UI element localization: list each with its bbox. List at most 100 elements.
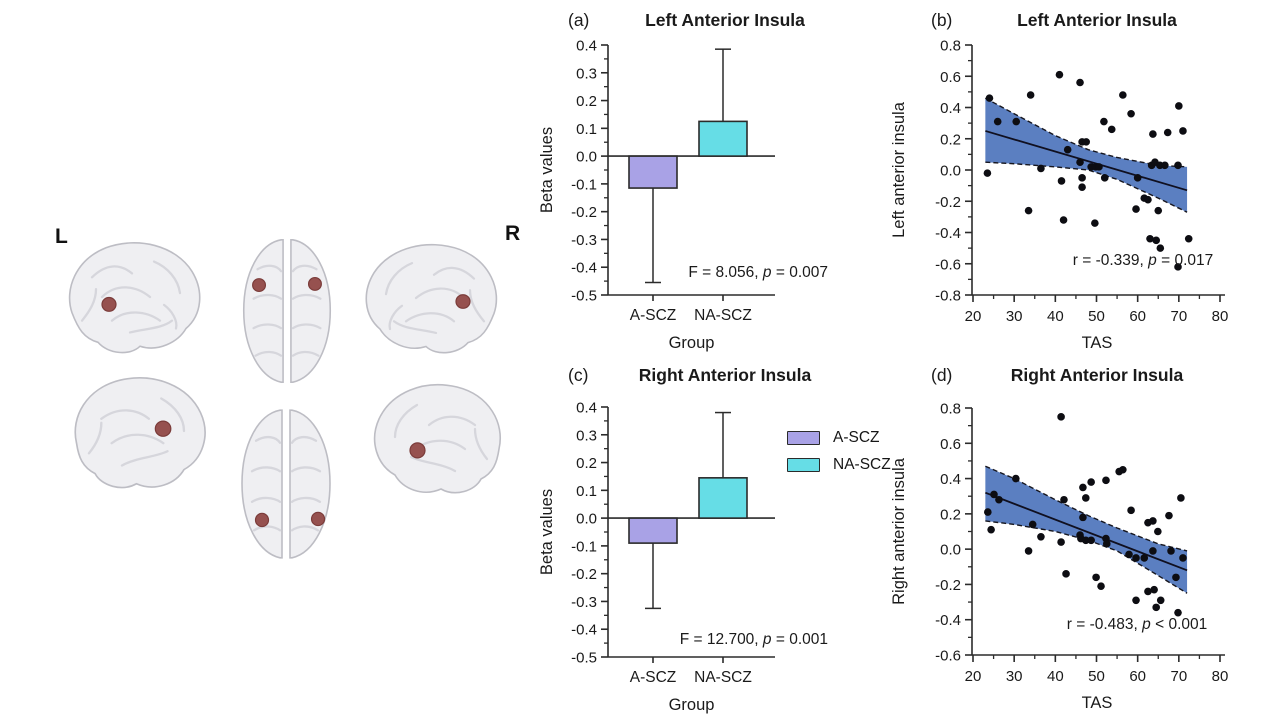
- x-category-label: NA-SCZ: [694, 307, 752, 324]
- scatter-point: [1161, 161, 1169, 170]
- y-tick-label: 0.0: [576, 149, 597, 166]
- scatter-chart-b: (b) Left Anterior Insula 0.8 0.6 0.4 0.2 0.0 -0…: [890, 10, 1229, 352]
- brain-surface: [74, 377, 206, 489]
- y-tick-label: -0.6: [935, 256, 961, 273]
- brain-axial-bottom: [241, 409, 331, 559]
- y-tick-label: -0.6: [935, 648, 961, 665]
- brain-lateral-right-bottom: [373, 383, 501, 494]
- x-axis-label: Group: [669, 334, 715, 352]
- brain-surface: [68, 242, 201, 354]
- scatter-point: [1026, 91, 1035, 99]
- y-tick-label: 0.2: [576, 93, 597, 110]
- x-tick-label: 30: [1006, 668, 1023, 685]
- y-axis-label: Beta values: [538, 489, 556, 575]
- y-tick-label: -0.5: [571, 288, 597, 305]
- x-tick-label: 20: [965, 668, 982, 685]
- scatter-chart-d: (d) Right Anterior Insula 0.8 0.6 0.4 0.2 0.0 -…: [890, 365, 1229, 712]
- chart-title: Right Anterior Insula: [639, 365, 812, 385]
- y-tick-label: 0.4: [940, 100, 961, 117]
- scatter-point: [1076, 78, 1084, 87]
- brain-sulcus: [291, 350, 320, 357]
- legend-label: NA-SCZ: [833, 456, 891, 473]
- scatter-point: [1012, 474, 1020, 483]
- x-tick-label: 30: [1006, 308, 1023, 325]
- scatter-point: [1079, 513, 1087, 522]
- scatter-point: [1102, 540, 1111, 548]
- scatter-point: [1095, 163, 1103, 171]
- scatter-point: [1140, 554, 1149, 562]
- scatter-point: [1100, 117, 1108, 126]
- scatter-point: [1057, 177, 1066, 185]
- roi-marker-dot: [410, 443, 425, 458]
- scatter-point: [1127, 109, 1135, 118]
- brain-lateral-left-top: [68, 242, 201, 354]
- stats-text: F = 12.700, p = 0.001: [680, 631, 828, 648]
- scatter-point: [1172, 573, 1180, 582]
- x-tick-label: 50: [1088, 668, 1105, 685]
- scatter-point: [1012, 117, 1021, 126]
- x-category-label: A-SCZ: [630, 669, 677, 686]
- x-category-label: NA-SCZ: [694, 669, 752, 686]
- bar-chart-a: (a) Left Anterior Insula 0.4 0.3 0.2 0.1 0.0 -0…: [538, 10, 828, 352]
- y-tick-label: -0.4: [571, 622, 597, 639]
- panel-letter-d: (d): [931, 365, 952, 385]
- roi-marker-dot: [312, 512, 325, 525]
- scatter-point: [1125, 550, 1133, 559]
- brain-sulcus: [256, 264, 283, 273]
- brain-lateral-right-top: [365, 243, 498, 354]
- scatter-point: [1060, 495, 1068, 504]
- brain-sulcus: [152, 260, 182, 295]
- y-tick-label: 0.4: [576, 38, 597, 55]
- brain-surface: [241, 409, 331, 559]
- scatter-point: [1156, 244, 1165, 252]
- brain-sulcus: [290, 466, 322, 473]
- brain-sulcus: [392, 320, 438, 335]
- y-tick-label: 0.6: [940, 69, 961, 86]
- brain-sulcus: [473, 427, 489, 461]
- chart-title: Right Anterior Insula: [1011, 365, 1184, 385]
- x-tick-label: 70: [1170, 668, 1187, 685]
- scatter-point: [1149, 517, 1157, 525]
- x-tick-label: 80: [1212, 668, 1229, 685]
- y-tick-label: -0.2: [935, 577, 961, 594]
- brain-outline: [242, 239, 284, 383]
- bar-na-scz: [698, 120, 748, 157]
- scatter-point: [1097, 582, 1105, 590]
- x-tick-label: 80: [1212, 308, 1229, 325]
- brain-sulcus: [250, 496, 282, 503]
- scatter-point: [1149, 547, 1157, 555]
- scatter-point: [1063, 145, 1072, 154]
- brain-surface: [365, 243, 498, 354]
- scatter-point: [1028, 520, 1037, 529]
- scatter-point: [1037, 532, 1045, 541]
- scatter-point: [1163, 128, 1172, 137]
- bar-na-scz: [698, 477, 748, 519]
- scatter-point: [984, 508, 992, 516]
- scatter-point: [1184, 234, 1193, 243]
- brain-surface: [373, 383, 501, 494]
- regression-line: [985, 491, 1188, 572]
- scatter-point: [995, 495, 1003, 504]
- y-tick-label: 0.6: [940, 436, 961, 453]
- scatter-point: [1078, 174, 1086, 182]
- scatter-point: [1174, 608, 1182, 617]
- scatter-point: [1167, 547, 1175, 555]
- y-tick-label: -0.3: [571, 594, 597, 611]
- scatter-point: [1057, 538, 1065, 546]
- stats-text: r = -0.339, p = 0.017: [1073, 252, 1213, 269]
- x-tick-label: 60: [1129, 308, 1146, 325]
- y-tick-label: -0.5: [571, 650, 597, 667]
- brain-sulcus: [290, 435, 318, 444]
- scatter-point: [1146, 234, 1154, 243]
- scatter-point: [1024, 206, 1033, 215]
- x-axis-label: TAS: [1082, 334, 1113, 352]
- y-tick-label: 0.8: [940, 38, 961, 55]
- y-tick-label: -0.4: [935, 225, 961, 242]
- scatter-point: [1175, 102, 1183, 110]
- x-tick-label: 70: [1170, 308, 1187, 325]
- brain-sulcus: [100, 409, 151, 420]
- brain-sulcus: [432, 266, 476, 280]
- brain-sulcus: [291, 264, 318, 273]
- y-tick-label: 0.4: [576, 400, 597, 417]
- band-upper-edge: [985, 465, 1188, 552]
